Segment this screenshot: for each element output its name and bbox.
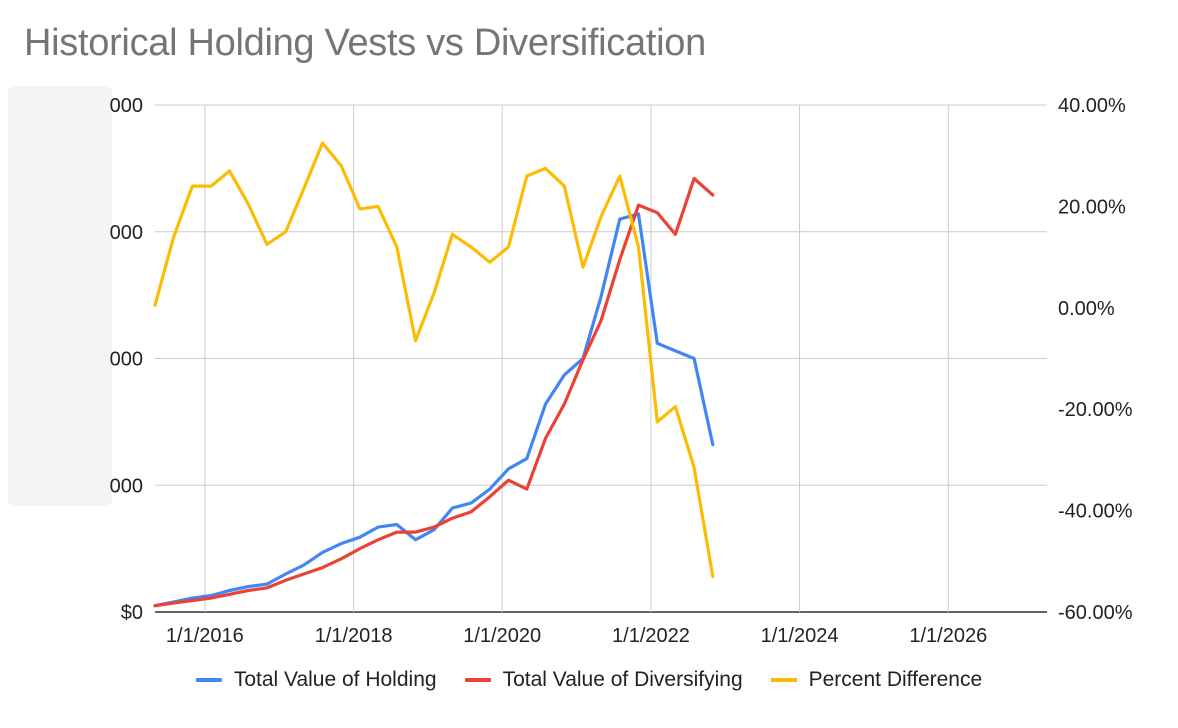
y-right-tick-label: -40.00% bbox=[1058, 501, 1133, 523]
series-line-total-value-of-diversifying bbox=[153, 176, 715, 608]
x-tick-label: 1/1/2020 bbox=[463, 625, 541, 647]
legend-label-diversifying: Total Value of Diversifying bbox=[502, 668, 743, 691]
x-tick-label: 1/1/2016 bbox=[166, 625, 244, 647]
legend-swatch-percent-difference bbox=[770, 678, 797, 682]
y-right-tick-label: 0.00% bbox=[1058, 298, 1115, 320]
x-tick-label: 1/1/2024 bbox=[761, 625, 839, 647]
y-right-tick-label: -60.00% bbox=[1058, 602, 1133, 624]
series-line-percent-difference bbox=[153, 141, 715, 579]
x-tick-label: 1/1/2026 bbox=[909, 625, 987, 647]
y-left-tick-label: 000 bbox=[110, 222, 143, 244]
series-line-total-value-of-holding bbox=[153, 212, 715, 608]
tick-labels: $0 000 000 000 000 -60.00% -40.00% -20.00% 0.00%… bbox=[110, 95, 1133, 647]
blurred-axis-labels bbox=[8, 86, 112, 506]
x-tick-label: 1/1/2022 bbox=[612, 625, 690, 647]
legend-item-holding: Total Value of Holding bbox=[195, 668, 437, 692]
grid-lines bbox=[155, 104, 1047, 613]
y-left-tick-label: 000 bbox=[110, 475, 143, 497]
series-lines bbox=[153, 141, 715, 608]
legend: Total Value of Holding Total Value of Di… bbox=[0, 668, 1178, 692]
y-left-tick-label: 000 bbox=[110, 349, 143, 371]
legend-item-percent-difference: Percent Difference bbox=[770, 668, 983, 692]
legend-label-holding: Total Value of Holding bbox=[233, 668, 437, 691]
legend-item-diversifying: Total Value of Diversifying bbox=[464, 668, 743, 692]
legend-label-percent-difference: Percent Difference bbox=[808, 668, 983, 691]
y-right-tick-label: 40.00% bbox=[1058, 95, 1126, 117]
y-left-tick-label: 000 bbox=[110, 95, 143, 117]
y-right-tick-label: 20.00% bbox=[1058, 196, 1126, 218]
chart-title: Historical Holding Vests vs Diversificat… bbox=[24, 22, 706, 64]
line-chart: $0 000 000 000 000 -60.00% -40.00% -20.00% 0.00%… bbox=[8, 86, 1133, 647]
legend-swatch-diversifying bbox=[464, 678, 491, 682]
y-right-tick-label: -20.00% bbox=[1058, 399, 1133, 421]
legend-swatch-holding bbox=[195, 678, 222, 682]
y-left-tick-label: $0 bbox=[121, 602, 143, 624]
x-tick-label: 1/1/2018 bbox=[315, 625, 393, 647]
